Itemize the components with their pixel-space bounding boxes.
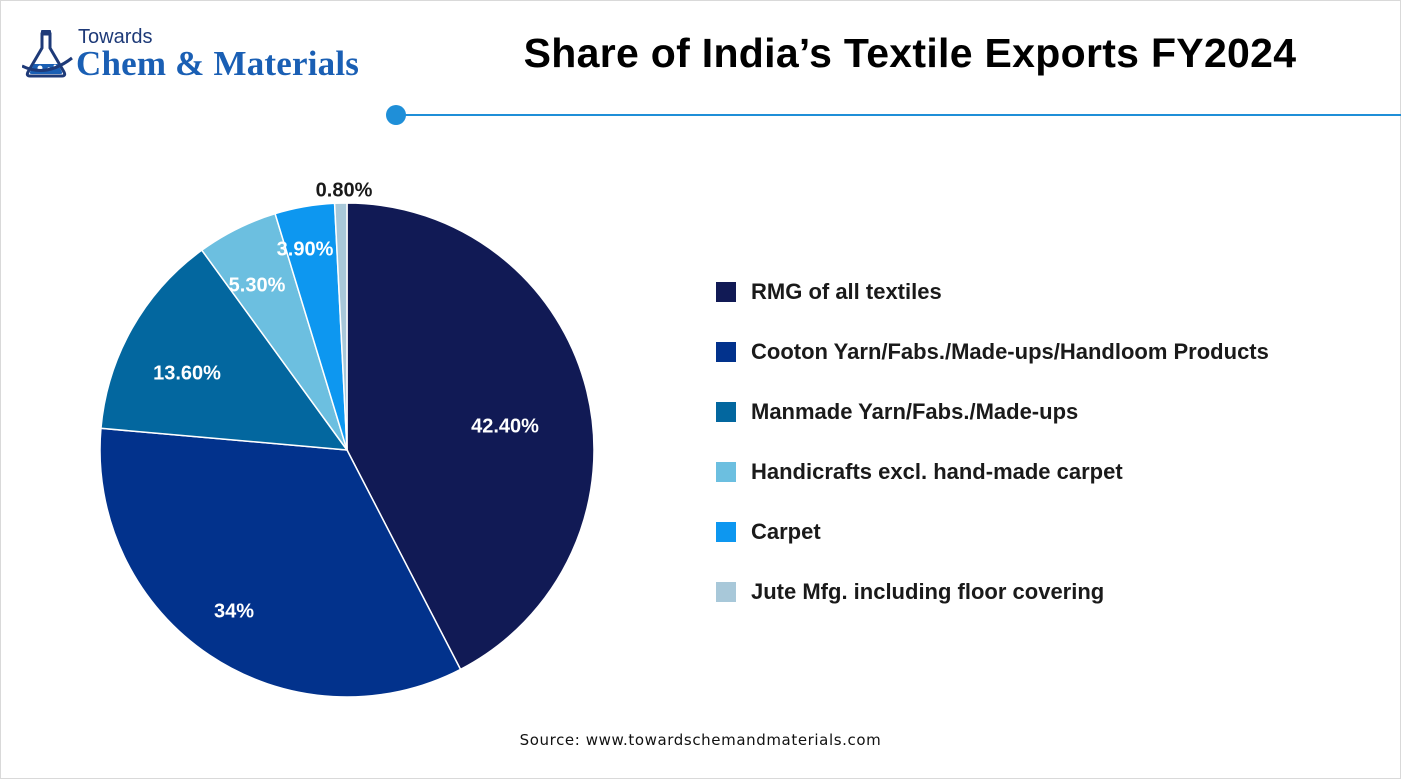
- legend-swatch: [716, 462, 736, 482]
- pie-slice-6[interactable]: [333, 202, 348, 451]
- title-rule-dot: [386, 105, 406, 125]
- slice-data-label: 34%: [214, 600, 254, 622]
- legend-swatch: [716, 402, 736, 422]
- legend-swatch: [716, 522, 736, 542]
- flask-icon: [22, 30, 73, 78]
- legend-item[interactable]: Jute Mfg. including floor covering: [716, 562, 1376, 622]
- legend-item[interactable]: Handicrafts excl. hand-made carpet: [716, 442, 1376, 502]
- title-rule: [405, 114, 1401, 116]
- pie-slice-2[interactable]: [99, 427, 462, 698]
- legend-item[interactable]: Manmade Yarn/Fabs./Made-ups: [716, 382, 1376, 442]
- slice-data-label: 0.80%: [316, 179, 373, 201]
- legend-label: Manmade Yarn/Fabs./Made-ups: [751, 399, 1079, 424]
- pie-chart: 42.40% 34% 13.60% 5.30% 3.90% 0.80%: [99, 179, 595, 698]
- legend-item[interactable]: Carpet: [716, 502, 1376, 562]
- pie-slice-3[interactable]: [100, 249, 349, 451]
- legend-label: Handicrafts excl. hand-made carpet: [751, 459, 1123, 484]
- chart-legend: RMG of all textiles Cooton Yarn/Fabs./Mad…: [716, 262, 1376, 622]
- legend-swatch: [716, 282, 736, 302]
- legend-label: Cooton Yarn/Fabs./Made-ups/Handloom Prod…: [751, 339, 1269, 364]
- logo-top-text: Towards: [78, 26, 153, 48]
- chart-title: Share of India’s Textile Exports FY2024: [523, 30, 1297, 76]
- legend-swatch: [716, 342, 736, 362]
- slice-data-label: 3.90%: [277, 238, 334, 260]
- legend-item[interactable]: Cooton Yarn/Fabs./Made-ups/Handloom Prod…: [716, 322, 1376, 382]
- legend-item[interactable]: RMG of all textiles: [716, 262, 1376, 322]
- legend-label: RMG of all textiles: [751, 279, 942, 304]
- legend-label: Jute Mfg. including floor covering: [751, 579, 1105, 604]
- brand-logo[interactable]: Towards Chem & Materials: [22, 26, 382, 86]
- slice-data-label: 42.40%: [471, 415, 539, 437]
- source-text: Source: www.towardschemandmaterials.com: [519, 731, 882, 749]
- slice-data-label: 5.30%: [229, 274, 286, 296]
- legend-swatch: [716, 582, 736, 602]
- legend-label: Carpet: [751, 519, 821, 544]
- slice-data-label: 13.60%: [153, 362, 221, 384]
- pie-slice-1[interactable]: [346, 202, 595, 671]
- logo-bottom-text: Chem & Materials: [76, 44, 360, 83]
